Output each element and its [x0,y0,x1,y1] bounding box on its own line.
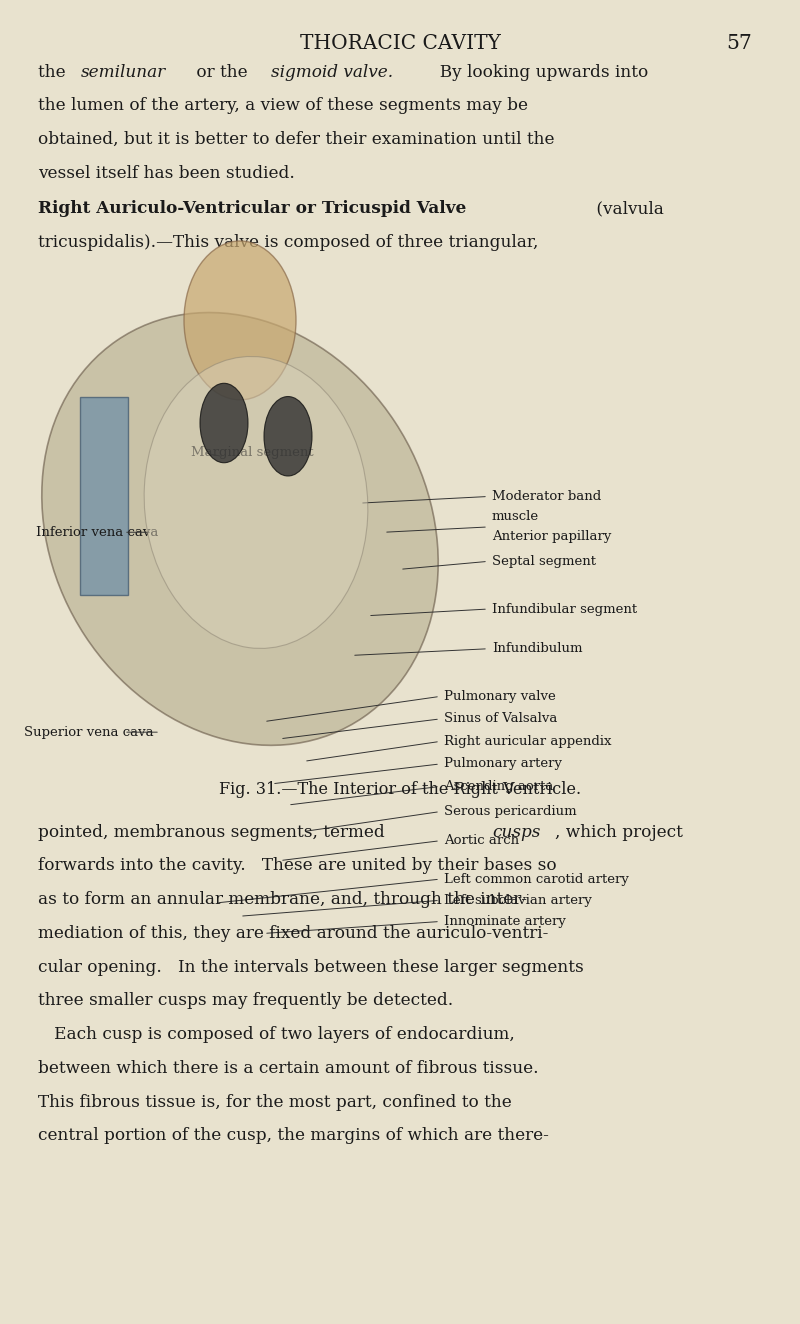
Text: Marginal segment: Marginal segment [190,446,314,459]
Text: 57: 57 [726,34,752,53]
Text: three smaller cusps may frequently be detected.: three smaller cusps may frequently be de… [38,993,454,1009]
Text: Right auricular appendix: Right auricular appendix [444,735,611,748]
Text: Septal segment: Septal segment [492,555,596,568]
Text: Right Auriculo-Ventricular or Tricuspid Valve: Right Auriculo-Ventricular or Tricuspid … [38,200,466,217]
Text: Fig. 31.—The Interior of the Right Ventricle.: Fig. 31.—The Interior of the Right Ventr… [219,781,581,798]
Bar [0,261,800,771]
Ellipse shape [184,241,296,400]
Text: Innominate artery: Innominate artery [444,915,566,928]
Text: Serous pericardium: Serous pericardium [444,805,577,818]
Text: forwards into the cavity.   These are united by their bases so: forwards into the cavity. These are unit… [38,858,557,874]
Text: Left subclavian artery: Left subclavian artery [444,894,592,907]
Ellipse shape [264,396,312,477]
Text: as to form an annular membrane, and, through the inter-: as to form an annular membrane, and, thr… [38,891,527,908]
Text: sigmoid valve.: sigmoid valve. [271,64,393,81]
Ellipse shape [42,312,438,745]
Text: Pulmonary valve: Pulmonary valve [444,690,556,703]
Text: Ascending aorta: Ascending aorta [444,780,554,793]
Text: This fibrous tissue is, for the most part, confined to the: This fibrous tissue is, for the most par… [38,1094,512,1111]
Text: Anterior papillary: Anterior papillary [492,530,611,543]
Text: pointed, membranous segments, termed: pointed, membranous segments, termed [38,824,390,841]
Text: tricuspidalis).—This valve is composed of three triangular,: tricuspidalis).—This valve is composed o… [38,233,538,250]
Text: THORACIC CAVITY: THORACIC CAVITY [299,34,501,53]
Text: central portion of the cusp, the margins of which are there-: central portion of the cusp, the margins… [38,1127,550,1144]
Text: Inferior vena cava: Inferior vena cava [36,526,158,539]
Text: (valvula: (valvula [591,200,664,217]
Text: Moderator band: Moderator band [492,490,602,503]
Ellipse shape [200,383,248,462]
Text: the lumen of the artery, a view of these segments may be: the lumen of the artery, a view of these… [38,98,528,114]
Text: Infundibular segment: Infundibular segment [492,602,637,616]
Text: Infundibulum: Infundibulum [492,642,582,655]
Text: the: the [38,64,71,81]
Text: Pulmonary artery: Pulmonary artery [444,757,562,771]
Text: By looking upwards into: By looking upwards into [429,64,648,81]
Text: muscle: muscle [492,510,539,523]
Text: vessel itself has been studied.: vessel itself has been studied. [38,164,295,181]
Text: , which project: , which project [555,824,683,841]
Text: Superior vena cava: Superior vena cava [24,726,154,739]
Text: cular opening.   In the intervals between these larger segments: cular opening. In the intervals between … [38,959,584,976]
Text: Aortic arch: Aortic arch [444,834,519,847]
Bar [80,396,128,594]
Text: obtained, but it is better to defer their examination until the: obtained, but it is better to defer thei… [38,131,555,148]
Text: Sinus of Valsalva: Sinus of Valsalva [444,712,558,726]
Text: or the: or the [191,64,253,81]
Text: between which there is a certain amount of fibrous tissue.: between which there is a certain amount … [38,1059,539,1076]
Text: mediation of this, they are fixed around the auriculo-ventri-: mediation of this, they are fixed around… [38,924,549,941]
Text: Each cusp is composed of two layers of endocardium,: Each cusp is composed of two layers of e… [38,1026,515,1043]
Text: cusps: cusps [493,824,541,841]
Ellipse shape [144,356,368,649]
Text: semilunar: semilunar [81,64,166,81]
Text: Left common carotid artery: Left common carotid artery [444,873,629,886]
